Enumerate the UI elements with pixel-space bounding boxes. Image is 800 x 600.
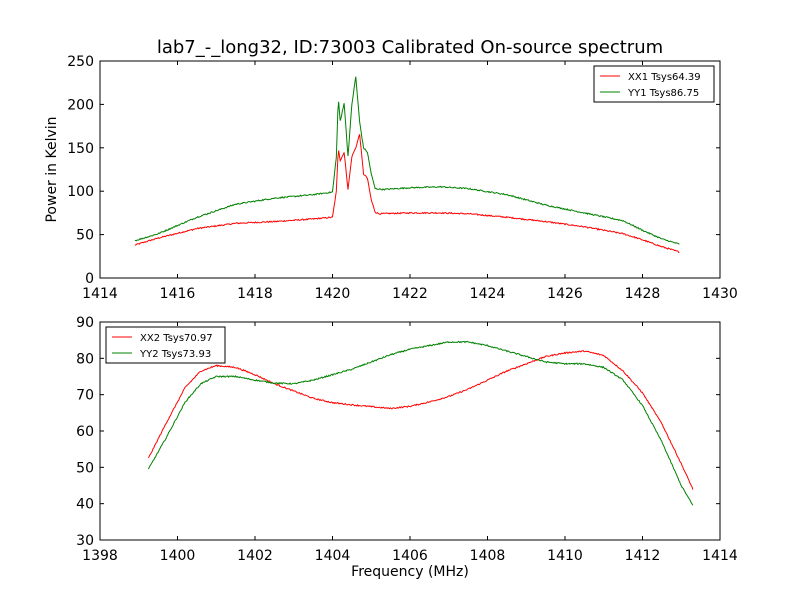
- x-tick-label: 1400: [160, 548, 196, 564]
- series-line-2: [147, 340, 694, 506]
- legend-entry: YY1 Tsys86.75: [627, 88, 699, 99]
- legend: XX1 Tsys64.39 YY1 Tsys86.75: [593, 65, 715, 103]
- x-tick-label: 1398: [82, 548, 118, 564]
- legend-entry: XX2 Tsys70.97: [140, 333, 213, 344]
- x-tick-label: 1414: [82, 286, 118, 302]
- x-tick-label: 1420: [315, 286, 351, 302]
- y-tick-label: 250: [67, 54, 94, 70]
- x-tick-label: 1412: [625, 548, 661, 564]
- series-line-1: [147, 349, 694, 490]
- x-axis-label: Frequency (MHz): [351, 564, 469, 580]
- y-tick-label: 60: [76, 424, 94, 440]
- y-tick-label: 40: [76, 497, 94, 513]
- y-tick-label: 90: [76, 315, 94, 331]
- chart-title: lab7_-_long32, ID:73003 Calibrated On-so…: [157, 37, 663, 58]
- x-tick-label: 1430: [702, 286, 738, 302]
- x-tick-label: 1408: [470, 548, 506, 564]
- x-tick-label: 1402: [237, 548, 273, 564]
- legend-box: [105, 326, 226, 364]
- x-tick-label: 1424: [470, 286, 506, 302]
- legend-box: [593, 65, 715, 103]
- x-tick-label: 1428: [625, 286, 661, 302]
- y-tick-label: 150: [67, 141, 94, 157]
- x-tick-label: 1426: [547, 286, 583, 302]
- legend: XX2 Tsys70.97 YY2 Tsys73.93: [105, 326, 226, 364]
- bottom-panel: 1398 1400 1402 1404 1406 1408 1410 1412 1414 30 40…: [76, 315, 738, 580]
- x-tick-label: 1404: [315, 548, 351, 564]
- top-panel: 1414 1416 1418 1420 1422 1424 1426 1428 1430 0 50 1…: [44, 54, 738, 302]
- y-tick-label: 80: [76, 351, 94, 367]
- series-line-1: [134, 134, 680, 254]
- y-axis-label: Power in Kelvin: [44, 116, 60, 222]
- y-tick-label: 0: [85, 271, 94, 287]
- x-tick-label: 1422: [392, 286, 428, 302]
- legend-entry: XX1 Tsys64.39: [628, 72, 701, 83]
- y-tick-label: 50: [76, 228, 94, 244]
- x-tick-label: 1410: [547, 548, 583, 564]
- legend-entry: YY2 Tsys73.93: [139, 349, 211, 360]
- y-tick-label: 200: [67, 97, 94, 113]
- y-tick-label: 30: [76, 533, 94, 549]
- x-tick-label: 1414: [702, 548, 738, 564]
- x-tick-label: 1418: [237, 286, 273, 302]
- y-tick-label: 70: [76, 388, 94, 404]
- series-line-2: [134, 76, 680, 245]
- y-tick-label: 100: [67, 184, 94, 200]
- x-tick-label: 1416: [160, 286, 196, 302]
- x-tick-label: 1406: [392, 548, 428, 564]
- y-tick-label: 50: [76, 460, 94, 476]
